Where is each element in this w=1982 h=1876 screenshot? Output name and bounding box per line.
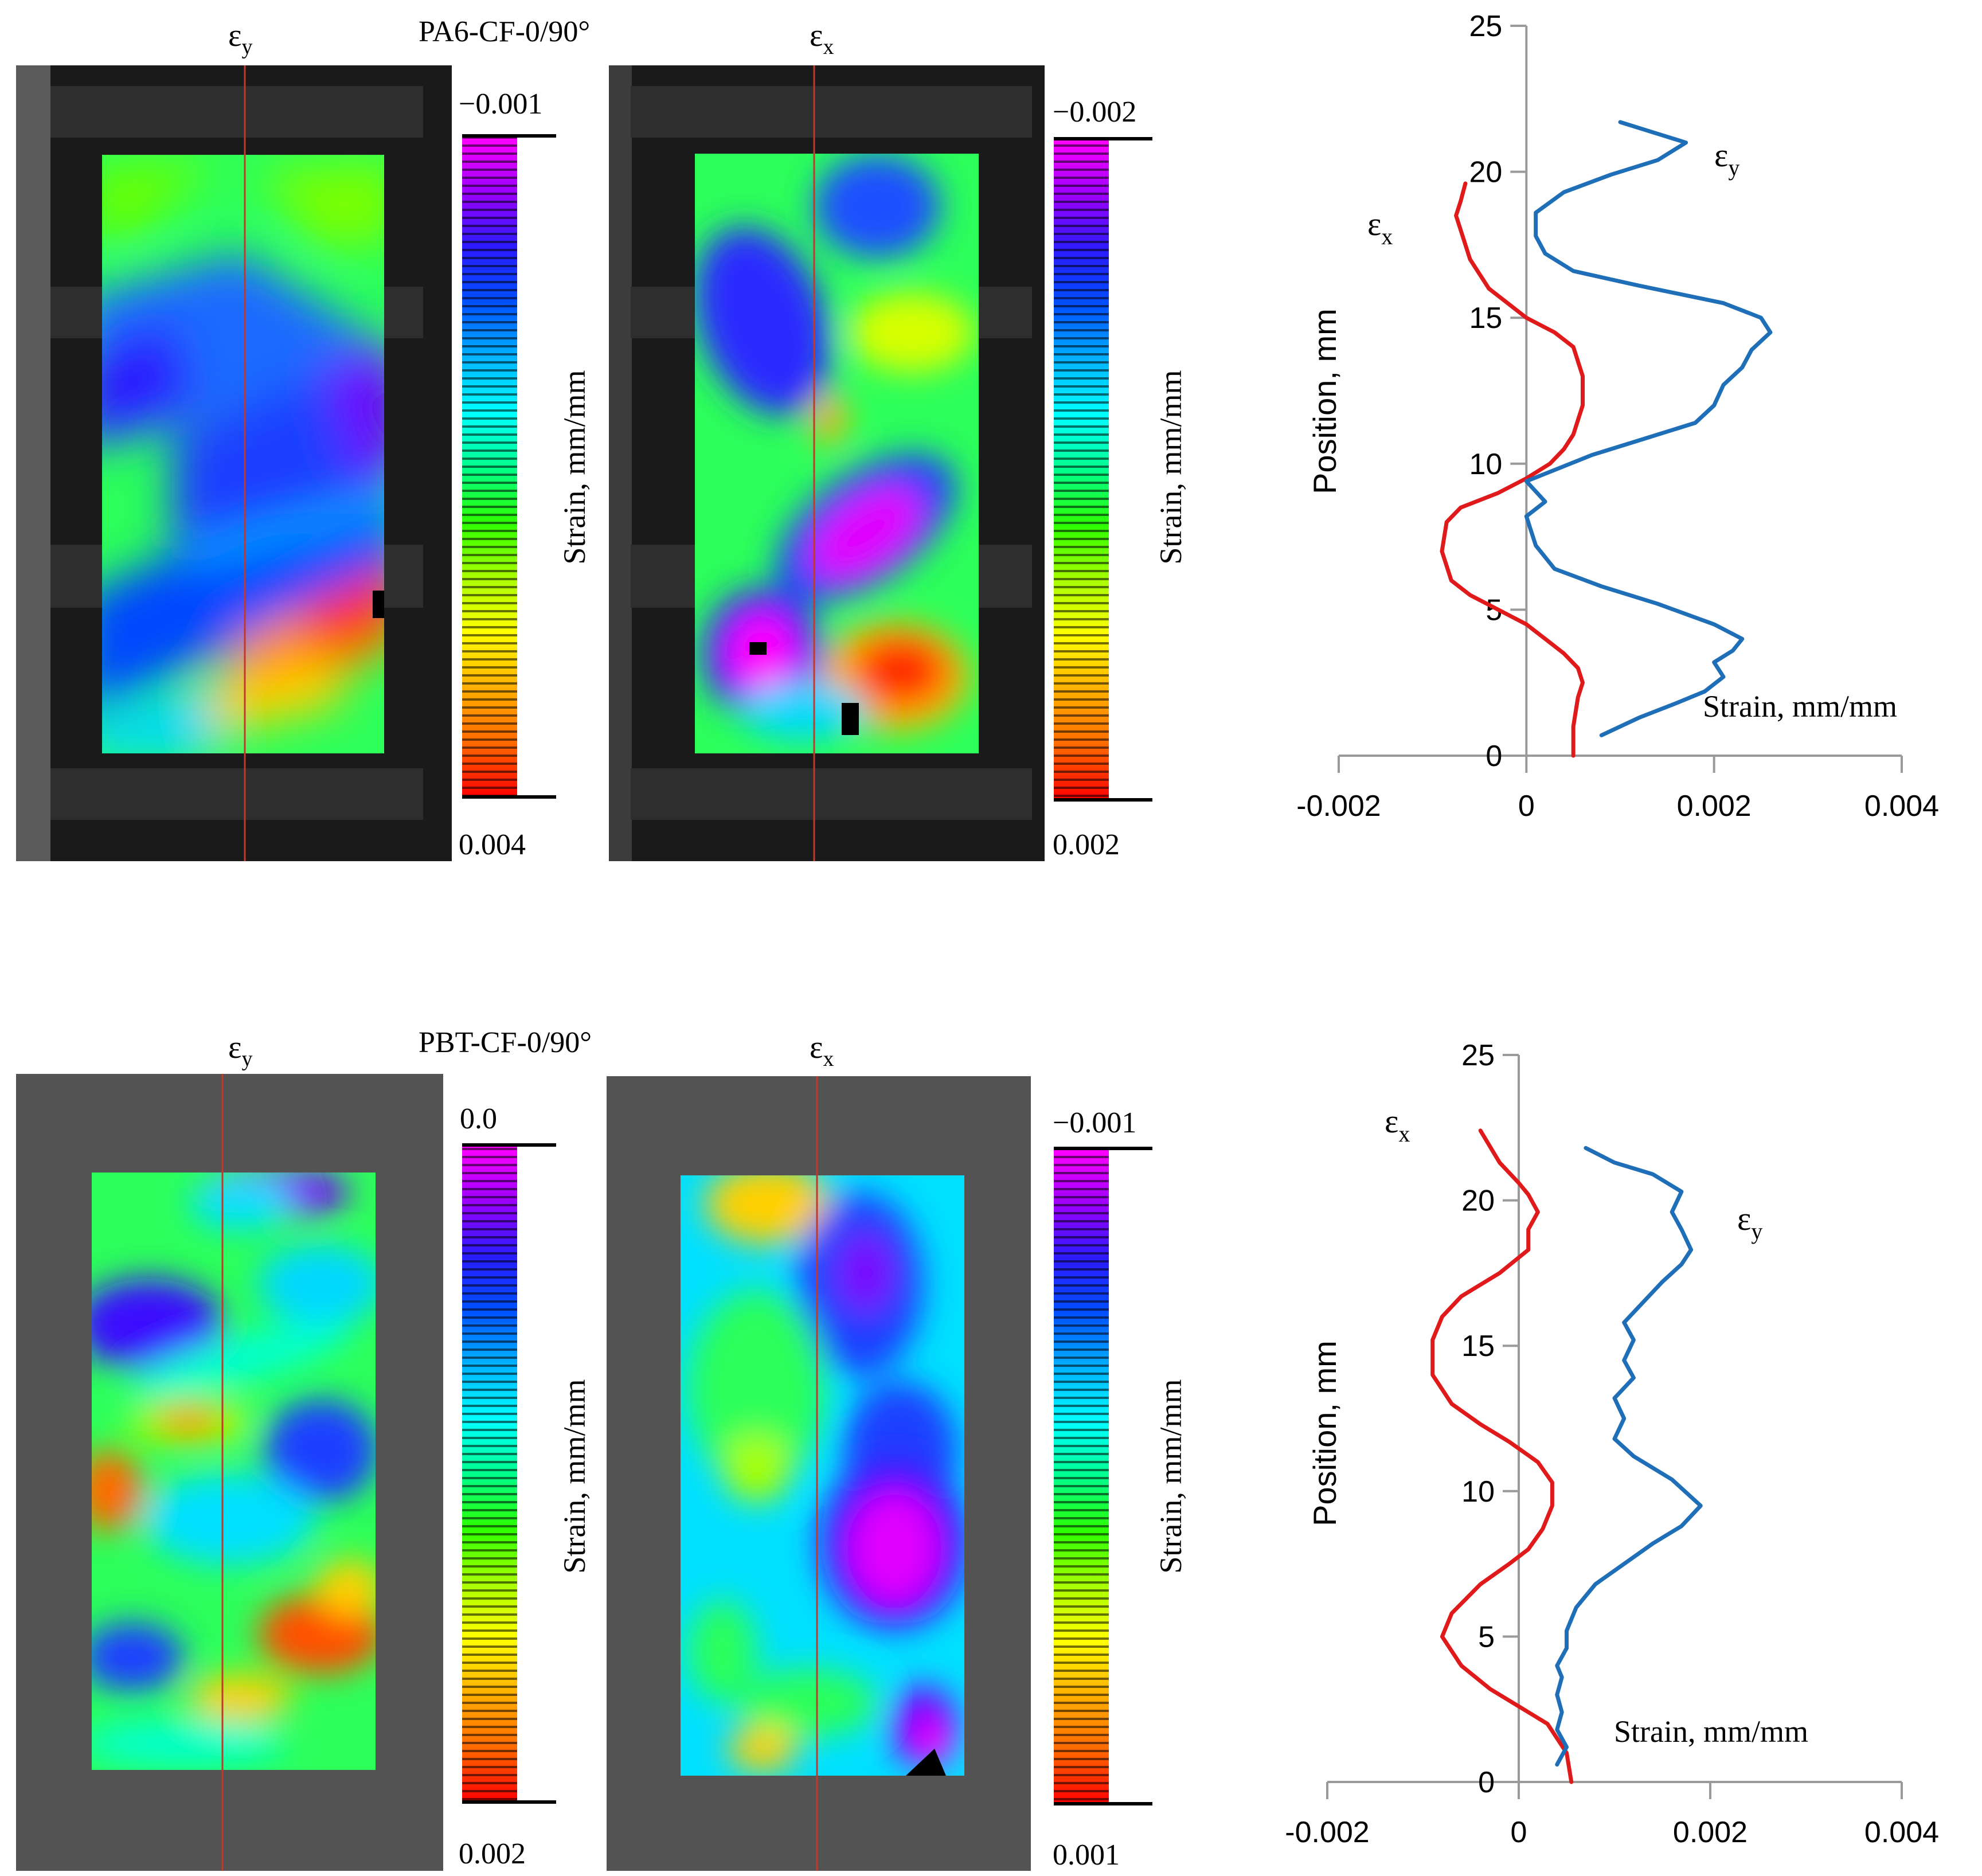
x-tick-label: 0 <box>1511 1816 1527 1849</box>
panel-1-left-map-label: εy <box>228 18 253 59</box>
panel-2-right-colorbar-label: Strain, mm/mm <box>1154 1379 1188 1573</box>
panel-1-left-colorbar-label: Strain, mm/mm <box>557 370 592 564</box>
panel-1-title: PA6-CF-0/90° <box>419 15 590 48</box>
panel-1-right-map-label-sub: x <box>823 35 834 59</box>
x-tick-label: 0.004 <box>1864 1816 1939 1849</box>
y-tick-label: 20 <box>1469 156 1502 189</box>
panel-1-left-map-label-sub: y <box>242 35 253 59</box>
y-tick-label: 0 <box>1485 740 1502 773</box>
panel-1-left-colorbar: −0.001 0.004 Strain, mm/mm <box>459 88 592 861</box>
line-chart-2: -0.002 0 0.002 0.004 0 5 10 15 20 25 Position, mm S… <box>1285 1039 1939 1849</box>
y-tick-label: 15 <box>1469 302 1502 335</box>
panel-2-left-colorbar-top: 0.0 <box>460 1103 497 1135</box>
series-label-ex: εx <box>1385 1103 1410 1147</box>
x-tick-label: -0.002 <box>1285 1816 1369 1849</box>
panel-2-right-colorbar: −0.001 0.001 Strain, mm/mm <box>1053 1107 1188 1871</box>
panel-1-left-colorbar-bottom: 0.004 <box>459 828 526 861</box>
panel-2-right-map-label: εx <box>810 1030 834 1071</box>
series-label-main: ε <box>1385 1103 1398 1140</box>
series-label-main: ε <box>1714 136 1728 174</box>
panel-1-right-colorbar-top: −0.002 <box>1053 96 1136 128</box>
panel-1-right-colorbar-bottom: 0.002 <box>1053 828 1120 861</box>
x-tick-label: 0.002 <box>1673 1816 1748 1849</box>
panel-1-right-strain-map <box>609 65 1045 861</box>
panel-1-right-map-label: εx <box>810 18 834 59</box>
y-tick-label: 10 <box>1469 448 1502 481</box>
panel-2: PBT-CF-0/90° εy εx <box>16 1026 1188 1871</box>
y-tick-label: 20 <box>1461 1185 1495 1218</box>
x-tick-label: -0.002 <box>1296 790 1381 823</box>
series-label-main: ε <box>1737 1200 1751 1237</box>
series-label-sub: x <box>1381 224 1393 249</box>
panel-1-left-map-label-main: ε <box>228 18 242 53</box>
panel-2-right-map-label-main: ε <box>810 1030 823 1065</box>
series-label-ey: εy <box>1714 136 1739 181</box>
panel-2-left-map-label-sub: y <box>242 1047 253 1071</box>
series-label-ey: εy <box>1737 1200 1762 1244</box>
series-label-sub: x <box>1398 1121 1410 1147</box>
panel-1-right-map-label-main: ε <box>810 18 823 53</box>
x-tick-label: 0.002 <box>1677 790 1752 823</box>
series-label-sub: y <box>1751 1218 1762 1244</box>
panel-1: PA6-CF-0/90° εy εx <box>16 15 1188 861</box>
y-tick-label: 25 <box>1461 1039 1495 1072</box>
panel-1-right-colorbar-label: Strain, mm/mm <box>1154 370 1188 564</box>
panel-2-right-map-label-sub: x <box>823 1047 834 1071</box>
y-axis-label: Position, mm <box>1307 308 1343 494</box>
panel-1-right-colorbar: −0.002 0.002 Strain, mm/mm <box>1053 96 1188 861</box>
panel-2-left-strain-map <box>16 1074 443 1871</box>
x-tick-label: 0.004 <box>1864 790 1939 823</box>
series-line-ey <box>1524 120 1773 737</box>
series-line-ex <box>1430 1128 1574 1784</box>
series-line-ey <box>1555 1146 1703 1767</box>
panel-1-left-strain-map <box>16 65 452 861</box>
x-tick-label: 0 <box>1518 790 1535 823</box>
series-label-ex: εx <box>1367 205 1393 249</box>
y-tick-label: 10 <box>1461 1475 1495 1508</box>
y-tick-label: 0 <box>1478 1766 1495 1799</box>
panel-2-left-map-label-main: ε <box>228 1030 242 1065</box>
panel-2-left-colorbar-label: Strain, mm/mm <box>557 1379 592 1573</box>
x-axis-label: Strain, mm/mm <box>1703 689 1897 724</box>
x-axis-label: Strain, mm/mm <box>1614 1714 1808 1749</box>
y-tick-label: 5 <box>1478 1620 1495 1654</box>
panel-2-left-colorbar-bottom: 0.002 <box>459 1838 526 1870</box>
panel-2-right-strain-map <box>607 1076 1031 1871</box>
panel-2-right-colorbar-top: −0.001 <box>1053 1107 1136 1139</box>
panel-1-left-colorbar-top: −0.001 <box>459 88 542 120</box>
y-axis-label: Position, mm <box>1307 1340 1343 1526</box>
panel-2-left-map-label: εy <box>228 1030 253 1071</box>
series-label-main: ε <box>1367 205 1381 243</box>
y-tick-label: 15 <box>1461 1330 1495 1363</box>
panel-2-title: PBT-CF-0/90° <box>419 1026 592 1059</box>
series-label-sub: y <box>1728 155 1739 181</box>
panel-2-left-colorbar: 0.0 0.002 Strain, mm/mm <box>459 1103 592 1870</box>
panel-2-right-colorbar-bottom: 0.001 <box>1053 1839 1120 1871</box>
y-tick-label: 25 <box>1469 10 1502 43</box>
series-line-ex <box>1440 181 1585 758</box>
